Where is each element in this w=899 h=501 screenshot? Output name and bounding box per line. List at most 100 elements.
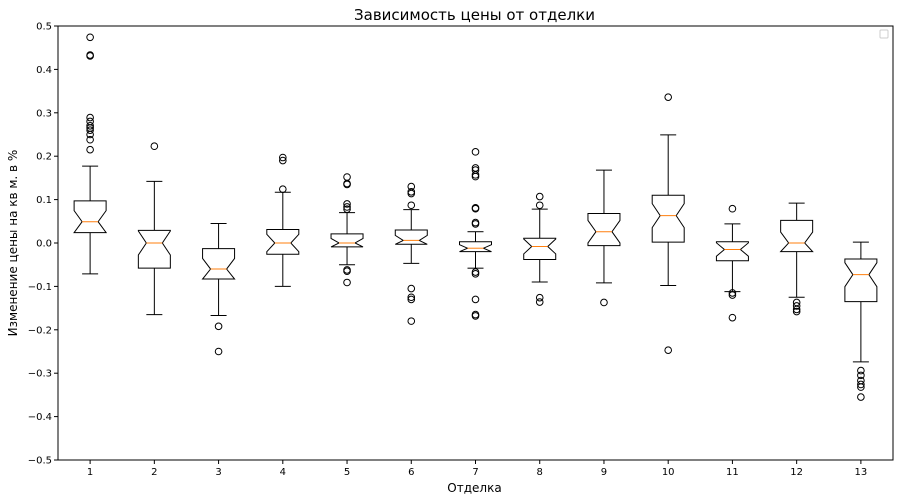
outlier-point [343, 267, 351, 276]
y-tick-label: −0.4 [28, 412, 52, 423]
outlier-point [471, 148, 480, 156]
x-tick-label: 4 [280, 467, 286, 478]
outlier-point [343, 203, 351, 211]
outlier-point [407, 295, 416, 304]
y-tick-label: −0.1 [28, 282, 52, 293]
y-tick-label: 0.4 [36, 65, 52, 76]
y-tick-label: 0.3 [36, 108, 52, 119]
y-tick-label: −0.2 [28, 325, 52, 336]
box-body [73, 200, 108, 234]
x-tick-label: 2 [151, 467, 157, 478]
outlier-point [86, 130, 94, 139]
box-group [715, 204, 749, 322]
outlier-point [214, 322, 223, 331]
y-axis-label: Изменение цены на кв м. в % [6, 150, 20, 337]
outlier-point [535, 293, 544, 302]
x-tick-label: 5 [344, 467, 350, 478]
x-tick-label: 7 [472, 467, 478, 478]
outlier-point [728, 291, 737, 299]
outlier-point [407, 284, 416, 293]
x-tick-label: 12 [790, 467, 803, 478]
outlier-point [857, 380, 865, 389]
outlier-point [279, 153, 287, 162]
box-body [779, 219, 814, 253]
box-body [523, 237, 557, 260]
outlier-point [86, 122, 94, 130]
box-body [266, 229, 300, 255]
outlier-point [857, 366, 865, 375]
box-group [330, 173, 364, 287]
x-tick-label: 9 [601, 467, 607, 478]
x-tick-label: 8 [537, 467, 543, 478]
box-group [844, 241, 878, 401]
outlier-point [343, 278, 351, 287]
outlier-point [86, 113, 94, 122]
outlier-point [600, 298, 608, 307]
box-body [587, 212, 621, 247]
box-group [137, 142, 171, 316]
outlier-point [471, 220, 480, 228]
outlier-point [279, 185, 287, 193]
legend-box [879, 29, 889, 39]
outlier-point [407, 189, 416, 198]
outlier-point [792, 302, 801, 310]
outlier-point [471, 270, 480, 278]
x-tick-label: 11 [726, 467, 739, 478]
outlier-point [857, 383, 865, 391]
box-body [201, 248, 236, 280]
outlier-point [535, 201, 544, 210]
y-tick-label: 0.0 [36, 239, 52, 250]
box-group [201, 222, 236, 356]
y-tick-label: 0.2 [36, 152, 52, 163]
outlier-point [535, 192, 544, 201]
y-tick-label: −0.5 [28, 456, 52, 467]
outlier-point [792, 305, 801, 314]
outlier-point [343, 205, 351, 213]
axes-frame: −0.5−0.4−0.3−0.2−0.10.00.10.20.30.40.51 2… [28, 22, 894, 478]
outlier-point [407, 293, 416, 302]
box-body [715, 241, 749, 262]
box-body [330, 233, 364, 248]
outlier-point [279, 156, 287, 165]
outlier-point [535, 298, 544, 306]
outlier-point [407, 201, 416, 210]
outlier-point [86, 145, 94, 154]
y-tick-label: −0.3 [28, 369, 52, 380]
box-group [779, 202, 814, 316]
box-body [651, 194, 685, 243]
box-body [137, 229, 171, 269]
x-tick-label: 13 [855, 467, 868, 478]
chart-title: Зависимость цены от отделки [354, 6, 595, 24]
plot-area [73, 33, 878, 401]
outlier-point [664, 346, 672, 354]
outlier-point [664, 93, 672, 101]
outlier-point [471, 312, 480, 320]
outlier-point [471, 172, 480, 181]
outlier-point [857, 393, 865, 401]
box-group [523, 192, 557, 306]
x-tick-label: 1 [87, 467, 93, 478]
outlier-point [86, 52, 94, 60]
outlier-point [86, 126, 94, 134]
y-tick-label: 0.5 [36, 22, 52, 33]
box-group [459, 148, 492, 320]
x-axis-label: Отделка [447, 481, 501, 495]
outlier-point [343, 180, 351, 189]
box-group [266, 153, 300, 287]
x-tick-label: 10 [662, 467, 675, 478]
box-group [73, 33, 108, 275]
outlier-point [728, 313, 737, 322]
outlier-point [857, 371, 865, 380]
outlier-point [343, 200, 351, 208]
outlier-point [86, 33, 94, 42]
box-group [587, 169, 621, 307]
axes-border [57, 25, 894, 461]
outlier-point [214, 347, 223, 356]
box-body [394, 229, 428, 245]
outlier-point [471, 295, 480, 304]
outlier-point [728, 204, 737, 213]
outlier-point [471, 204, 480, 213]
y-tick-label: 0.1 [36, 195, 52, 206]
outlier-point [792, 307, 801, 316]
outlier-point [407, 317, 416, 325]
